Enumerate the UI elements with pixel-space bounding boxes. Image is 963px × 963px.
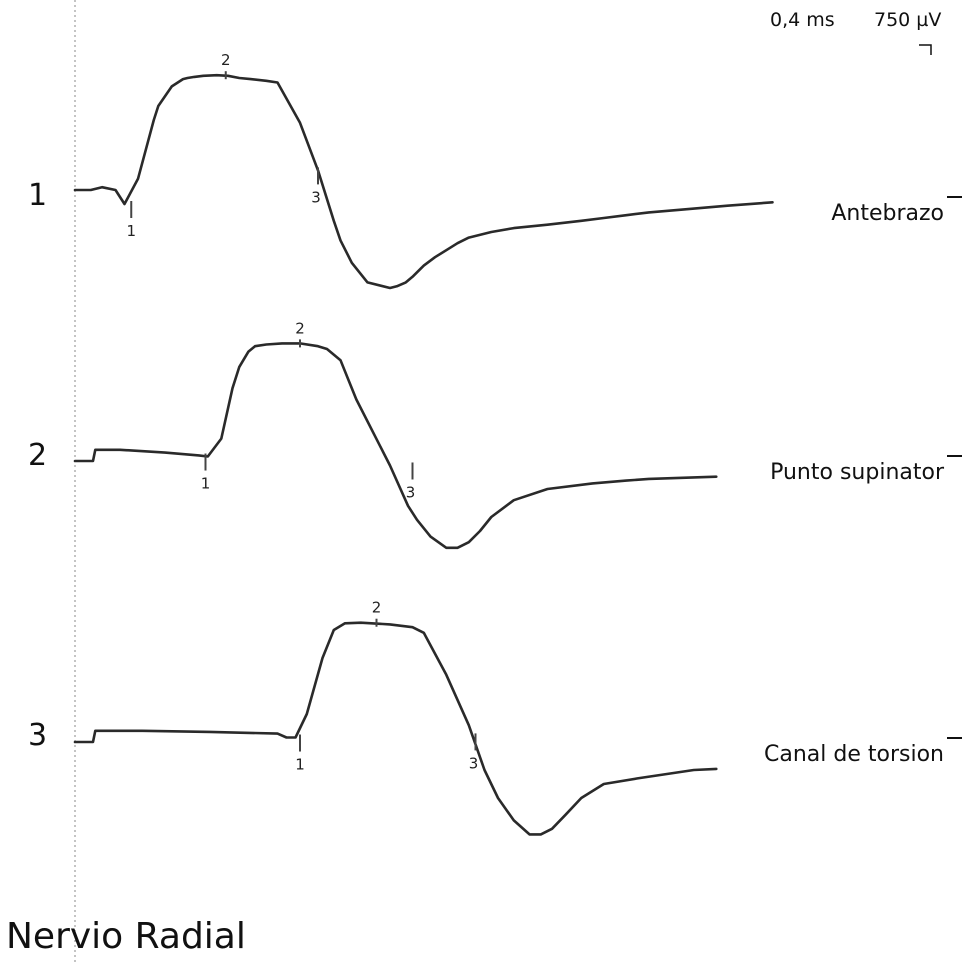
marker-label-1-3: 3 [311, 188, 321, 206]
marker-label-1-2: 2 [221, 51, 231, 69]
trace-name-2: Punto supinator [770, 460, 945, 485]
trace-number-2: 2 [28, 438, 47, 473]
marker-label-3-2: 2 [372, 599, 382, 617]
marker-label-1-1: 1 [126, 222, 136, 240]
marker-label-2-2: 2 [295, 319, 305, 337]
trace-number-1: 1 [28, 178, 47, 213]
trace-line-3 [73, 621, 718, 836]
traces-group: 1 Antebrazo 1 2 3 2 Punto supinator 1 2 3 3 Canal d… [28, 51, 962, 836]
marker-label-2-3: 3 [406, 483, 416, 501]
trace-number-3: 3 [28, 718, 47, 753]
marker-label-2-1: 1 [201, 475, 211, 493]
chart-title: Nervio Radial [6, 916, 246, 957]
marker-label-3-1: 1 [295, 756, 305, 774]
time-scale-label: 0,4 ms [770, 9, 835, 31]
scale-bracket-icon [919, 44, 932, 55]
trace-name-3: Canal de torsion [764, 742, 944, 767]
marker-label-3-3: 3 [469, 754, 479, 772]
trace-line-2 [73, 342, 718, 550]
trace-line-1 [73, 73, 774, 290]
trace-name-1: Antebrazo [831, 201, 944, 226]
amplitude-scale-label: 750 µV [874, 9, 941, 31]
